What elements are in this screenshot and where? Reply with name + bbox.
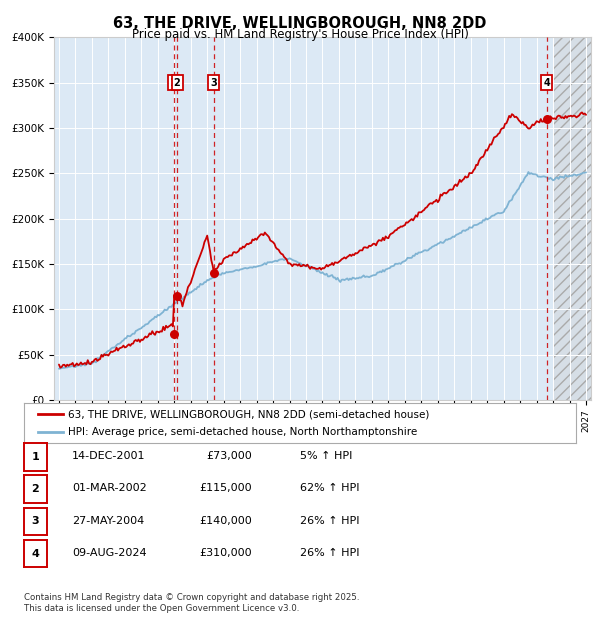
Text: 26% ↑ HPI: 26% ↑ HPI	[300, 548, 359, 558]
Text: 2: 2	[173, 78, 181, 87]
Bar	[553, 37, 594, 400]
Text: 3: 3	[32, 516, 39, 526]
Text: 5% ↑ HPI: 5% ↑ HPI	[300, 451, 352, 461]
Text: 63, THE DRIVE, WELLINGBOROUGH, NN8 2DD: 63, THE DRIVE, WELLINGBOROUGH, NN8 2DD	[113, 16, 487, 30]
Text: 3: 3	[211, 78, 217, 87]
Text: 27-MAY-2004: 27-MAY-2004	[72, 516, 144, 526]
Text: 1: 1	[170, 78, 177, 87]
Text: Price paid vs. HM Land Registry's House Price Index (HPI): Price paid vs. HM Land Registry's House …	[131, 28, 469, 41]
Text: 09-AUG-2024: 09-AUG-2024	[72, 548, 146, 558]
Text: 63, THE DRIVE, WELLINGBOROUGH, NN8 2DD (semi-detached house): 63, THE DRIVE, WELLINGBOROUGH, NN8 2DD (…	[68, 409, 430, 419]
Text: 14-DEC-2001: 14-DEC-2001	[72, 451, 146, 461]
Text: HPI: Average price, semi-detached house, North Northamptonshire: HPI: Average price, semi-detached house,…	[68, 427, 418, 437]
Text: 26% ↑ HPI: 26% ↑ HPI	[300, 516, 359, 526]
Text: £73,000: £73,000	[206, 451, 252, 461]
Text: £140,000: £140,000	[199, 516, 252, 526]
Text: Contains HM Land Registry data © Crown copyright and database right 2025.
This d: Contains HM Land Registry data © Crown c…	[24, 593, 359, 613]
Text: 01-MAR-2002: 01-MAR-2002	[72, 484, 147, 494]
Text: 2: 2	[32, 484, 39, 494]
Text: 1: 1	[32, 452, 39, 462]
Text: 62% ↑ HPI: 62% ↑ HPI	[300, 484, 359, 494]
Text: 4: 4	[31, 549, 40, 559]
Text: 4: 4	[543, 78, 550, 87]
Bar	[553, 37, 594, 400]
Text: £310,000: £310,000	[199, 548, 252, 558]
Text: £115,000: £115,000	[199, 484, 252, 494]
